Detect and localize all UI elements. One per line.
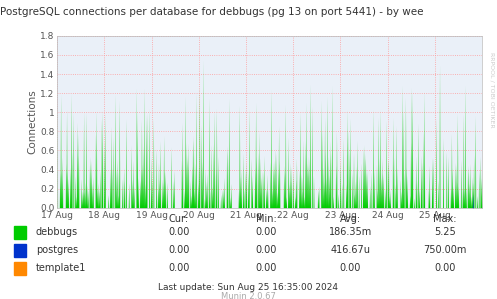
Text: PostgreSQL connections per database for debbugs (pg 13 on port 5441) - by wee: PostgreSQL connections per database for … <box>0 7 423 17</box>
Text: 0.00: 0.00 <box>168 263 190 273</box>
Text: RRPOOL / TOBI OETIKER: RRPOOL / TOBI OETIKER <box>490 52 495 127</box>
Text: 0.00: 0.00 <box>255 245 277 255</box>
Text: postgres: postgres <box>36 245 78 255</box>
Text: Avg:: Avg: <box>340 214 361 224</box>
Text: Munin 2.0.67: Munin 2.0.67 <box>221 292 276 299</box>
Text: Cur:: Cur: <box>169 214 189 224</box>
Text: Min:: Min: <box>255 214 276 224</box>
Text: 750.00m: 750.00m <box>423 245 467 255</box>
Text: 5.25: 5.25 <box>434 227 456 237</box>
Text: 416.67u: 416.67u <box>331 245 370 255</box>
Text: 0.00: 0.00 <box>168 245 190 255</box>
Text: template1: template1 <box>36 263 86 273</box>
Text: debbugs: debbugs <box>36 227 78 237</box>
Text: Last update: Sun Aug 25 16:35:00 2024: Last update: Sun Aug 25 16:35:00 2024 <box>159 283 338 292</box>
Y-axis label: Connections: Connections <box>27 89 37 154</box>
Text: 186.35m: 186.35m <box>329 227 372 237</box>
Text: 0.00: 0.00 <box>434 263 456 273</box>
Text: 0.00: 0.00 <box>255 227 277 237</box>
Text: 0.00: 0.00 <box>339 263 361 273</box>
Text: 0.00: 0.00 <box>168 227 190 237</box>
Text: Max:: Max: <box>433 214 457 224</box>
Text: 0.00: 0.00 <box>255 263 277 273</box>
